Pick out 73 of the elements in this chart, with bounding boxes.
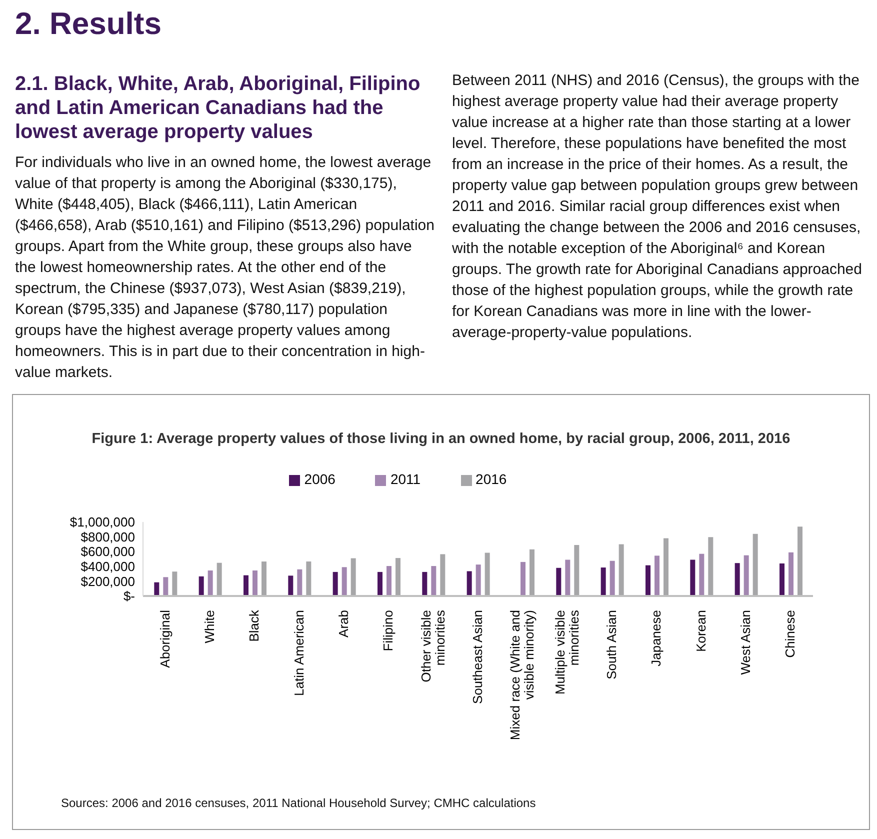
bar bbox=[198, 576, 204, 596]
y-tick-label: $200,000 bbox=[80, 574, 135, 589]
bar bbox=[396, 558, 400, 596]
bar bbox=[476, 564, 481, 596]
bar bbox=[752, 534, 758, 596]
text: For individuals who live in an owned home, the lowest average value of that property is among the Aboriginal ($330,175), White ($448,405), Black ($466,111), Latin American ($466,658), Arab ($510,161) and Filipino ($513,296) population groups. Apart from the White group, these groups also have the lowest homeownership rates. At the other end of the spectrum, the Chinese ($937,073), West Asian ($839,219), Korean ($795,335) and Japanese ($780,117) population groups have the highest average property values among homeowners. This is in part due to their concentration in high-value markets. bbox=[15, 154, 434, 381]
bar bbox=[574, 544, 580, 596]
x-tick-label: White bbox=[202, 610, 217, 644]
legend-label: 2011 bbox=[390, 471, 421, 487]
x-tick-label: Other visible minorities bbox=[418, 610, 448, 682]
bar bbox=[734, 563, 740, 596]
bar bbox=[466, 571, 472, 596]
bar bbox=[744, 555, 749, 596]
bar bbox=[530, 549, 534, 596]
x-tick-label: Japanese bbox=[648, 610, 664, 666]
x-tick-label: South Asian bbox=[604, 610, 619, 680]
bar bbox=[252, 570, 258, 596]
y-tick-label: $1,000,000 bbox=[70, 514, 135, 530]
bar bbox=[216, 562, 222, 596]
chart-title: Figure 1: Average property values of those living in an owned home, by racial group, 2006, 2011, 2016 bbox=[90, 431, 792, 447]
bar bbox=[431, 566, 436, 596]
x-tick-label: Chinese bbox=[782, 610, 798, 658]
x-tick-label: Aboriginal bbox=[157, 610, 172, 668]
bar bbox=[208, 570, 213, 596]
x-tick-label: Filipino bbox=[380, 610, 396, 652]
bar bbox=[520, 562, 526, 596]
bar bbox=[163, 577, 168, 596]
y-tick-label: $600,000 bbox=[80, 544, 135, 560]
bar bbox=[244, 575, 248, 596]
text: 2.1. Black, White, Arab, Aboriginal, Filipino and Latin American Canadians had the lowest average property values bbox=[15, 72, 422, 144]
x-tick-label: Korean bbox=[693, 610, 708, 652]
legend-label: 2006 bbox=[304, 471, 336, 487]
y-tick-label: $400,000 bbox=[80, 559, 135, 574]
bar bbox=[378, 572, 382, 596]
bar bbox=[600, 568, 606, 596]
x-tick-label: Latin American bbox=[291, 610, 306, 696]
bar bbox=[780, 563, 784, 596]
bar bbox=[610, 560, 615, 596]
bar bbox=[798, 526, 802, 596]
x-tick-label: West Asian bbox=[738, 610, 753, 675]
bar bbox=[788, 552, 794, 596]
bar bbox=[618, 544, 624, 596]
bar bbox=[172, 572, 178, 596]
bar bbox=[154, 582, 160, 596]
legend-label: 2016 bbox=[476, 471, 507, 487]
y-tick-label: $- bbox=[123, 588, 135, 604]
bar bbox=[484, 552, 490, 596]
bar bbox=[332, 572, 338, 596]
x-tick-label: Arab bbox=[336, 610, 351, 638]
bar bbox=[646, 565, 650, 596]
bar bbox=[297, 569, 302, 596]
x-tick-label: Mixed race (White and visible minority) bbox=[508, 610, 537, 740]
bar bbox=[262, 562, 266, 596]
bar bbox=[708, 537, 714, 596]
bar bbox=[386, 566, 392, 596]
bar bbox=[440, 554, 446, 596]
bar bbox=[690, 560, 696, 596]
text: 2. Results bbox=[15, 6, 162, 42]
source-note: Sources: 2006 and 2016 censuses, 2011 National Household Survey; CMHC calculations bbox=[61, 796, 536, 810]
bar bbox=[350, 558, 356, 596]
bar bbox=[664, 538, 668, 596]
bar bbox=[306, 561, 312, 596]
bar bbox=[342, 567, 347, 596]
x-tick-label: Black bbox=[246, 610, 262, 642]
text: Between 2011 (NHS) and 2016 (Census), the groups with the highest average property value had their average property value increase at a higher rate than those starting at a lower level. Therefore, these populations have benefited the most from an increase in the price of their homes. As a result, the property value gap between population groups grew between 2011 and 2016. Similar racial group differences exist when evaluating the change between the 2006 and 2016 censuses, with the notable exception of the Aboriginal⁶ and Korean groups. The growth rate for Aboriginal Canadians approached those of the highest population groups, while the growth rate for Korean Canadians was more in line with the lower-average-property-value populations. bbox=[452, 72, 862, 341]
bar bbox=[699, 554, 704, 596]
bar bbox=[565, 560, 570, 596]
bar bbox=[288, 576, 294, 596]
bar bbox=[556, 568, 562, 596]
bar bbox=[422, 572, 428, 596]
y-tick-label: $800,000 bbox=[80, 529, 135, 544]
x-tick-label: Southeast Asian bbox=[470, 610, 485, 704]
bar bbox=[654, 556, 660, 596]
